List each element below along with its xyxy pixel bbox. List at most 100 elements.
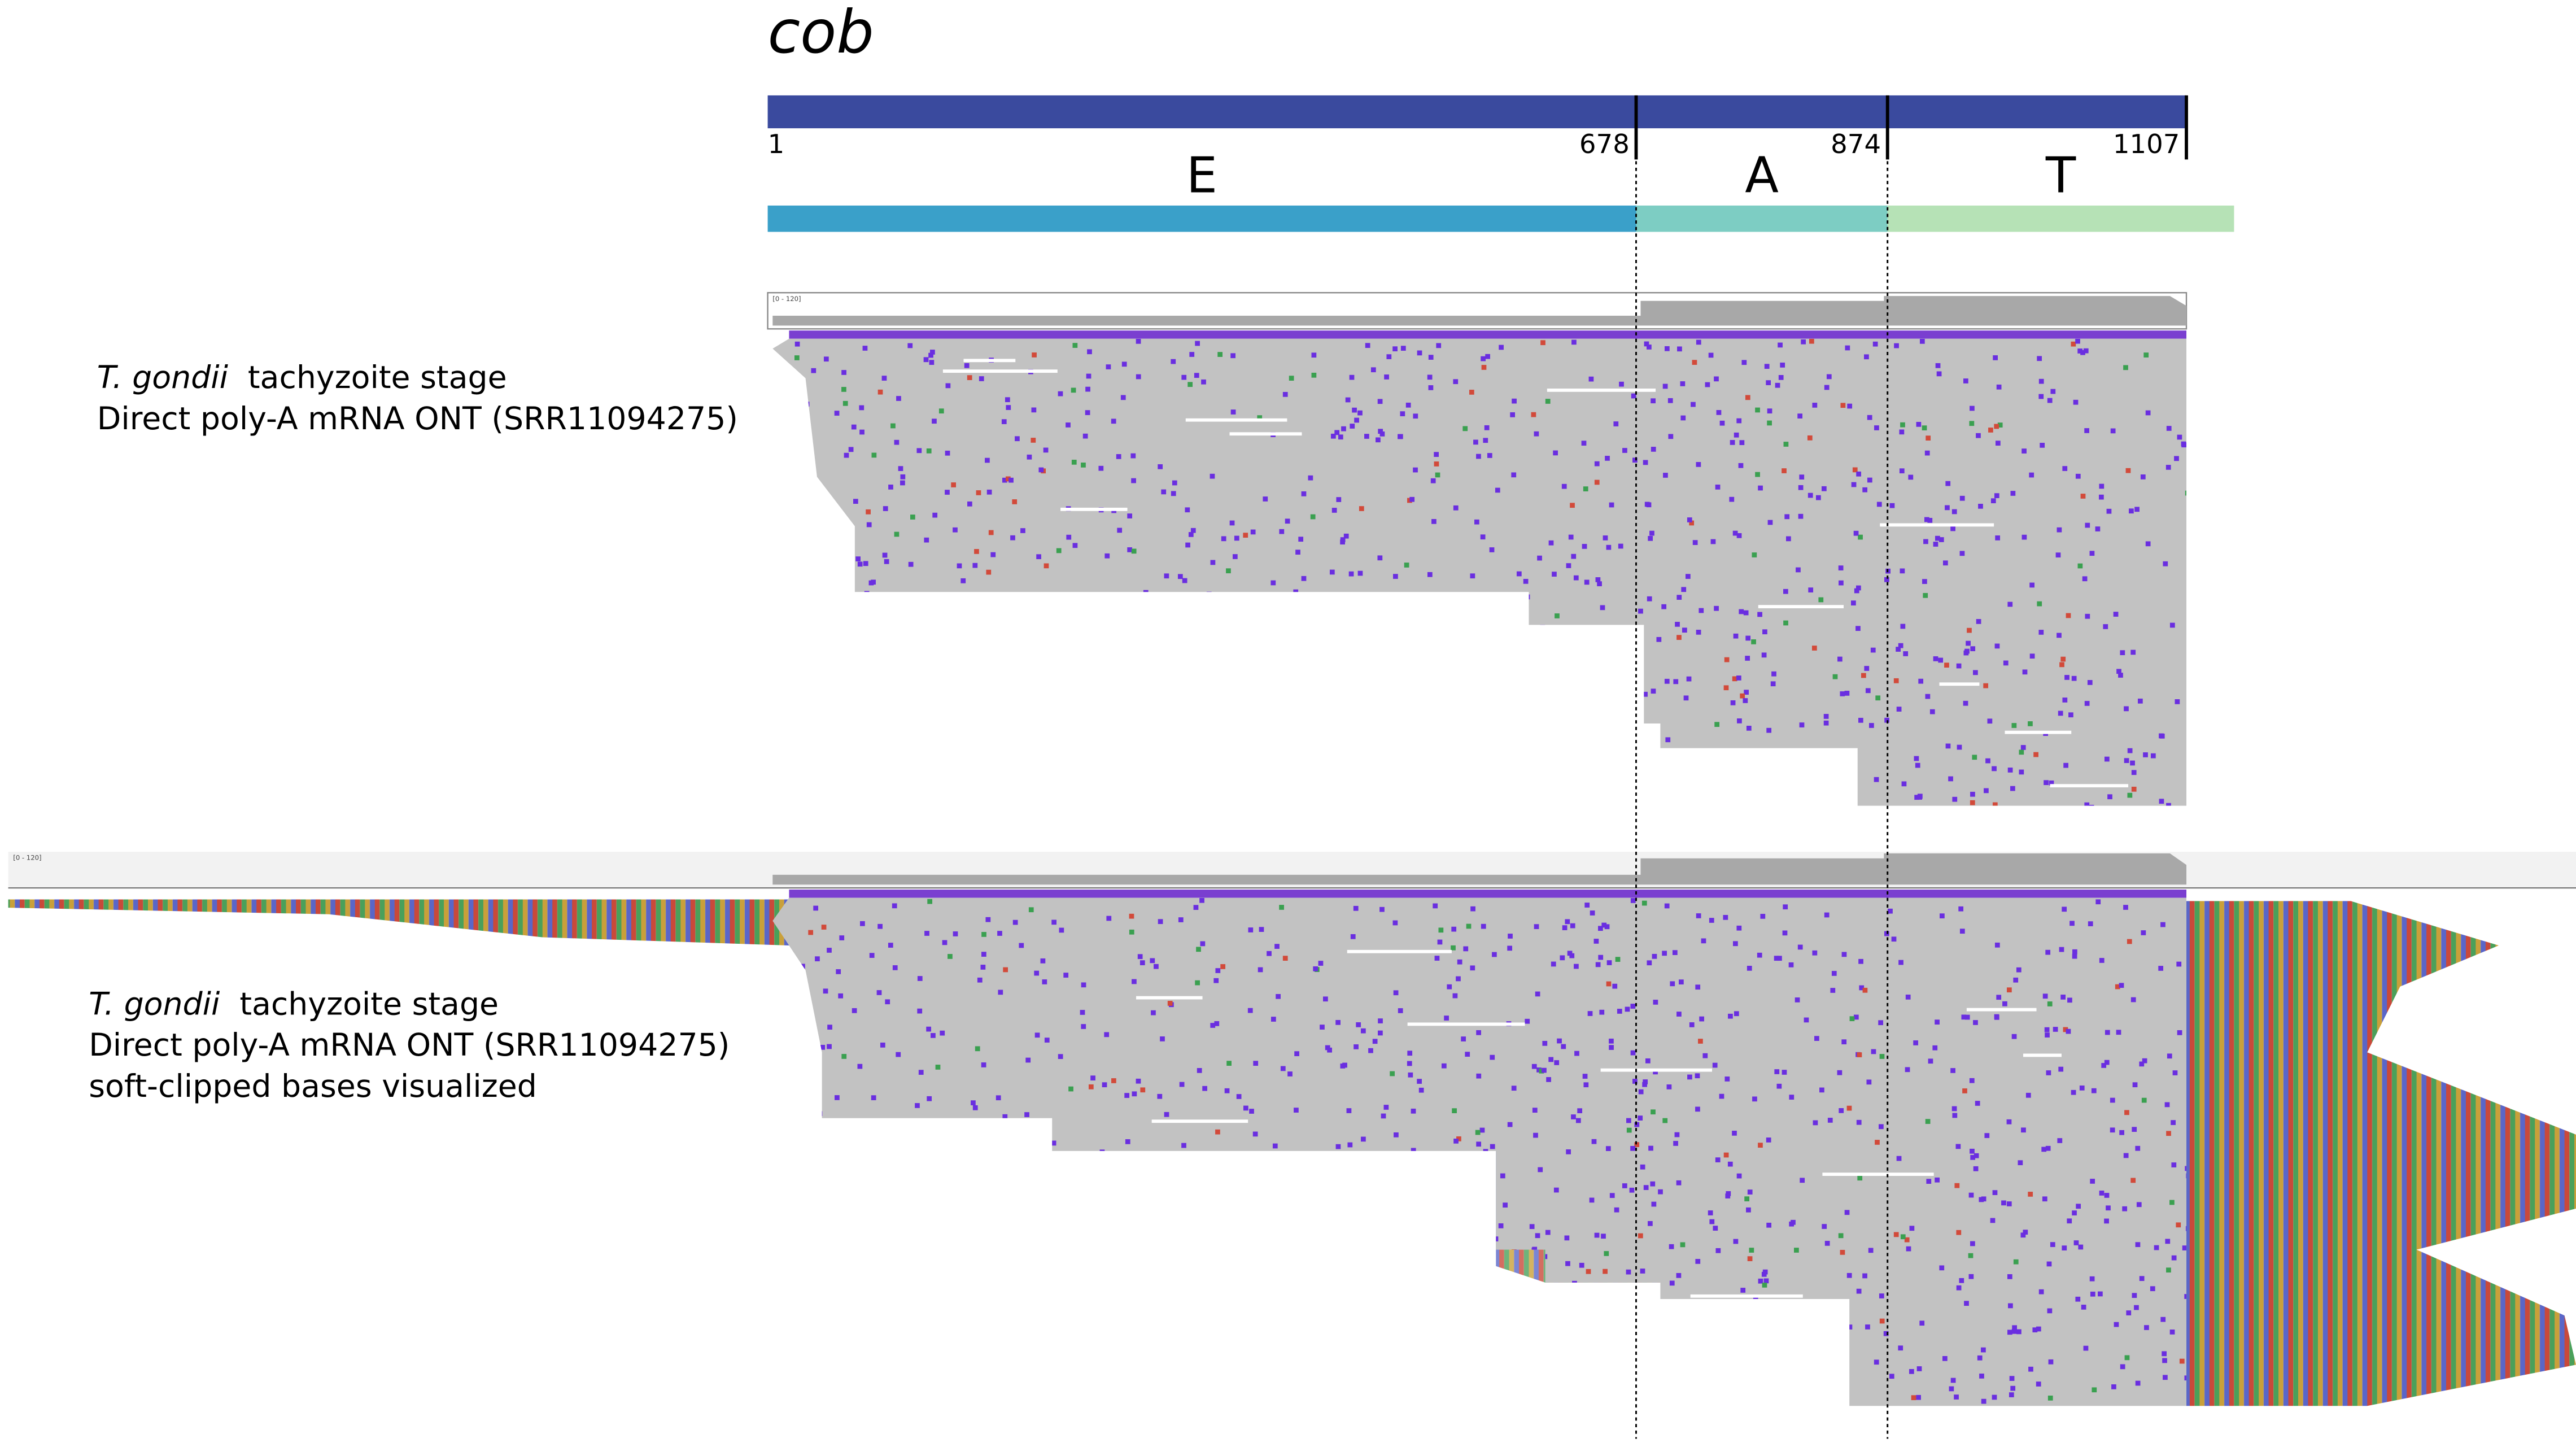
mismatch: [1730, 440, 1735, 445]
mismatch: [1015, 436, 1020, 442]
segment-bar: [767, 205, 1636, 232]
mismatch: [1294, 1051, 1299, 1056]
mismatch: [1952, 1113, 1958, 1118]
mismatch: [1696, 1329, 1702, 1335]
mismatch: [2010, 491, 2016, 496]
mismatch: [1481, 356, 1486, 361]
mismatch: [1370, 1210, 1376, 1215]
mismatch: [1647, 345, 1652, 350]
mismatch: [1438, 927, 1444, 933]
mismatch: [1818, 597, 1824, 603]
mismatch: [1797, 944, 1803, 950]
mismatch: [2084, 428, 2089, 433]
mismatch: [1812, 403, 1818, 408]
mismatch: [924, 537, 929, 543]
mismatch: [1976, 619, 1981, 624]
mismatch: [1508, 934, 1513, 939]
mismatch: [973, 1371, 979, 1376]
mismatch: [1673, 679, 1679, 685]
mismatch: [1197, 1068, 1202, 1073]
mismatch: [1315, 761, 1320, 766]
mismatch: [803, 1380, 808, 1385]
mismatch: [2016, 1329, 2021, 1335]
mismatch: [896, 396, 901, 401]
mismatch: [915, 1103, 920, 1108]
mismatch: [1726, 1320, 1731, 1326]
mismatch: [1002, 1114, 1008, 1119]
mismatch: [1642, 1082, 1648, 1087]
mismatch: [1837, 656, 1843, 662]
mismatch: [1739, 440, 1745, 446]
mismatch: [1443, 769, 1448, 775]
mismatch: [2111, 1384, 2116, 1389]
mismatch: [1651, 447, 1656, 452]
mismatch: [1503, 757, 1509, 762]
segment-bar: [1636, 205, 1888, 232]
mismatch: [1085, 386, 1090, 392]
mismatch: [1294, 1108, 1299, 1113]
mismatch: [1893, 678, 1899, 683]
mismatch: [1411, 1148, 1416, 1153]
mismatch: [1361, 1028, 1366, 1034]
mismatch: [1476, 454, 1481, 459]
mismatch: [1583, 486, 1588, 491]
mismatch: [1612, 983, 1618, 989]
mismatch: [1606, 544, 1612, 550]
mismatch: [1326, 1389, 1331, 1394]
mismatch: [1561, 1044, 1566, 1049]
mismatch: [2123, 365, 2128, 371]
mismatch: [2163, 1375, 2168, 1380]
mismatch: [1405, 402, 1411, 408]
mismatch: [844, 452, 849, 458]
mismatch: [1674, 1132, 1680, 1137]
mismatch: [1150, 958, 1155, 964]
mismatch: [1736, 1173, 1742, 1179]
mismatch: [2130, 997, 2136, 1003]
mismatch: [2013, 977, 2019, 983]
mismatch: [2165, 1239, 2171, 1244]
mismatch: [942, 940, 948, 945]
mismatch: [1228, 800, 1233, 806]
mismatch: [1565, 742, 1571, 747]
mismatch: [1202, 1174, 1207, 1180]
mismatch: [821, 925, 827, 930]
mismatch: [1584, 903, 1590, 908]
mismatch: [1883, 1331, 1889, 1336]
mismatch: [1453, 768, 1459, 774]
mismatch: [1605, 1146, 1611, 1151]
mismatch: [833, 778, 838, 783]
mismatch: [971, 1100, 976, 1105]
mismatch: [1572, 1301, 1578, 1307]
mismatch: [1723, 914, 1728, 920]
mismatch: [817, 1111, 823, 1117]
mismatch: [1879, 1293, 1884, 1298]
mismatch: [2179, 1358, 2185, 1364]
mismatch: [1856, 471, 1861, 477]
mismatch: [1732, 1131, 1737, 1136]
mismatch: [1432, 1289, 1438, 1295]
mismatch: [1858, 958, 1863, 964]
mismatch: [1167, 1001, 1173, 1006]
mismatch: [2144, 1325, 2149, 1330]
mismatch: [1060, 715, 1066, 721]
mismatch: [1988, 428, 1993, 433]
gap: [1758, 605, 1844, 608]
mismatch: [1874, 425, 1879, 430]
mismatch: [1105, 632, 1111, 638]
mismatch: [1559, 1343, 1564, 1348]
mismatch: [1714, 605, 1719, 611]
mismatch: [2047, 1001, 2053, 1006]
mismatch: [2057, 633, 2062, 638]
mismatch: [1198, 790, 1203, 795]
mismatch: [2171, 1255, 2177, 1261]
mismatch: [1082, 433, 1088, 439]
mismatch: [1111, 419, 1116, 424]
mismatch: [1630, 1004, 1636, 1009]
mismatch: [1916, 1394, 1921, 1400]
mismatch: [1529, 1224, 1535, 1230]
mismatch: [866, 691, 871, 697]
mismatch: [1957, 744, 1962, 750]
mismatch: [1662, 1118, 1668, 1123]
mismatch: [817, 609, 823, 615]
mismatch: [1923, 539, 1928, 544]
